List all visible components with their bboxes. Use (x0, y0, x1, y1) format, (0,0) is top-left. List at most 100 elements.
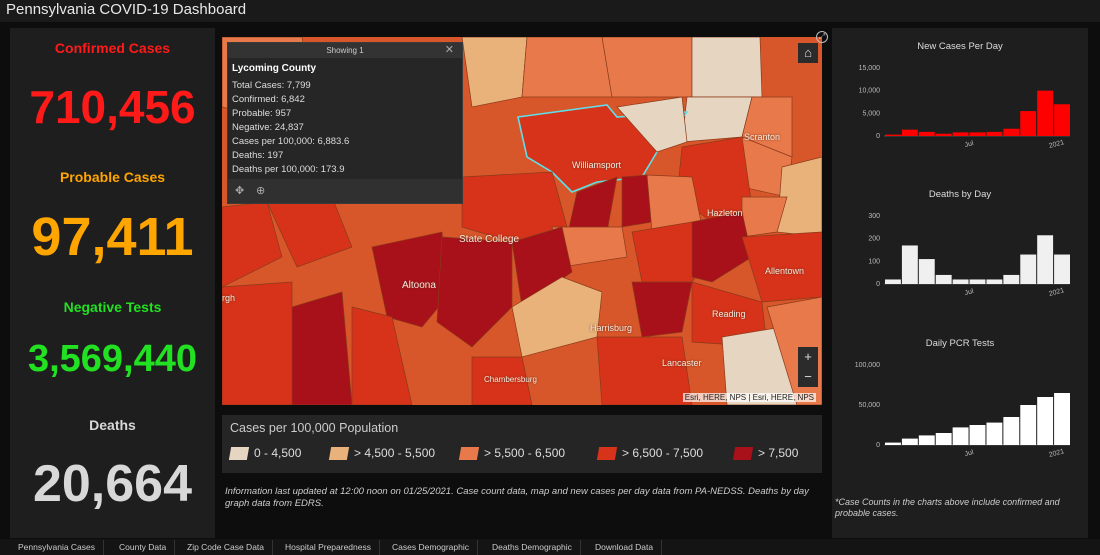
chart-bar[interactable] (1003, 417, 1020, 445)
chart-bar[interactable] (901, 245, 918, 284)
zoom-out-icon[interactable]: − (798, 367, 818, 387)
county-southeast-1 (721, 326, 798, 405)
chart-bar[interactable] (1054, 254, 1070, 284)
x-tick-label: 2021 (1048, 448, 1065, 459)
zoom-to-icon[interactable]: ⊕ (256, 185, 266, 197)
y-tick-label: 100 (868, 258, 880, 265)
probable-cases-value: 97,411 (31, 207, 194, 267)
legend-label: > 4,500 - 5,500 (354, 446, 436, 460)
county-north-3 (521, 37, 613, 98)
legend-item: > 7,500 (732, 446, 799, 461)
chart-bar[interactable] (918, 259, 935, 284)
legend-swatch (596, 447, 618, 461)
y-tick-label: 50,000 (859, 402, 881, 409)
popup-line: Cases per 100,000: 6,883.6 (232, 136, 350, 147)
map-label-altoona: Altoona (402, 280, 436, 291)
chart-bar[interactable] (901, 438, 918, 445)
deaths-chart[interactable]: 300 200 100 0 Jul 2021 (832, 208, 1088, 306)
confirmed-cases-value: 710,456 (29, 81, 196, 133)
new-cases-chart[interactable]: 15,000 10,000 5,000 0 Jul 2021 (832, 60, 1088, 158)
tab-pennsylvania-cases[interactable]: Pennsylvania Cases (10, 540, 105, 555)
tab-download-data[interactable]: Download Data (587, 540, 663, 555)
chart-bar[interactable] (885, 279, 901, 284)
legend-label: > 7,500 (758, 446, 799, 460)
county-east-5 (741, 231, 822, 303)
chart-bar[interactable] (1037, 90, 1054, 136)
x-tick-label: 2021 (1048, 139, 1065, 150)
chart-bar[interactable] (969, 425, 986, 445)
deaths-label: Deaths (89, 417, 136, 433)
popup-line: Deaths per 100,000: 173.9 (232, 164, 345, 175)
county-west-3 (286, 291, 353, 405)
chart-bar[interactable] (885, 134, 901, 136)
chart-footnote: *Case Counts in the charts above include… (835, 497, 1060, 518)
tab-county-data[interactable]: County Data (111, 540, 176, 555)
chart-bar[interactable] (935, 433, 952, 445)
pcr-tests-chart[interactable]: 100,000 50,000 0 Jul 2021 (832, 357, 1088, 467)
county-south-2 (471, 356, 533, 405)
map-label-pittsburgh: rgh (222, 293, 236, 303)
map-label-state-college: State College (459, 234, 520, 245)
home-icon[interactable]: ⌂ (798, 43, 818, 63)
popup-title: Lycoming County (232, 63, 317, 74)
county-ne-1 (681, 96, 753, 143)
chart-bar[interactable] (1037, 235, 1054, 284)
county-ne-4 (616, 96, 688, 153)
chart-bar[interactable] (918, 435, 935, 445)
chart-bar[interactable] (952, 279, 969, 284)
chart-bar[interactable] (1054, 104, 1070, 136)
chart-bar[interactable] (1003, 128, 1020, 136)
y-tick-label: 300 (868, 213, 880, 220)
pan-icon[interactable]: ✥ (235, 185, 245, 197)
tab-deaths-demographic[interactable]: Deaths Demographic (484, 540, 581, 555)
popup-line: Deaths: 197 (232, 150, 284, 161)
zoom-in-icon[interactable]: + (798, 347, 818, 367)
county-map[interactable]: Williamsport Scranton Hazleton State Col… (222, 37, 822, 405)
chart-bar[interactable] (1003, 274, 1020, 284)
county-mifflin (511, 226, 573, 308)
chart-bar[interactable] (1020, 254, 1037, 284)
close-icon[interactable]: ✕ (444, 44, 454, 56)
chart-bar[interactable] (986, 131, 1003, 136)
chart-bar[interactable] (901, 129, 918, 136)
tab-hospital-preparedness[interactable]: Hospital Preparedness (277, 540, 380, 555)
legend-swatch (328, 447, 350, 461)
legend-item: > 6,500 - 7,500 (596, 446, 703, 461)
y-tick-label: 0 (876, 281, 880, 288)
chart-bar[interactable] (918, 131, 935, 136)
county-north-5 (691, 37, 763, 98)
fullscreen-icon[interactable]: ⤢ (816, 31, 828, 43)
chart-bar[interactable] (969, 132, 986, 136)
chart-title: Daily PCR Tests (925, 338, 995, 349)
chart-bar[interactable] (952, 427, 969, 445)
negative-tests-label: Negative Tests (63, 299, 162, 315)
probable-cases-label: Probable Cases (59, 169, 166, 185)
popup-line: Total Cases: 7,799 (232, 80, 311, 91)
county-polygons[interactable] (222, 37, 822, 405)
x-tick-label: 2021 (1048, 287, 1065, 298)
legend-label: > 5,500 - 6,500 (484, 446, 566, 460)
chart-bar[interactable] (952, 132, 969, 136)
map-label-lancaster: Lancaster (662, 358, 702, 368)
map-label-allentown: Allentown (765, 266, 805, 276)
tab-cases-demographic[interactable]: Cases Demographic (384, 540, 479, 555)
chart-bar[interactable] (1037, 397, 1054, 445)
county-dauphin (511, 276, 603, 358)
y-tick-label: 0 (876, 133, 880, 140)
x-tick-label: Jul (964, 140, 975, 149)
chart-bar[interactable] (935, 274, 952, 284)
chart-bar[interactable] (1020, 111, 1037, 136)
chart-bar[interactable] (1020, 405, 1037, 445)
chart-bar[interactable] (1054, 393, 1070, 445)
map-label-hazleton: Hazleton (707, 208, 743, 218)
tab-zip-code-case-data[interactable]: Zip Code Case Data (179, 540, 274, 555)
chart-bar[interactable] (986, 422, 1003, 445)
chart-bar[interactable] (885, 442, 901, 445)
chart-bar[interactable] (986, 279, 1003, 284)
y-tick-label: 100,000 (855, 362, 880, 369)
chart-bar[interactable] (935, 133, 952, 136)
chart-bar[interactable] (969, 279, 986, 284)
legend-item: 0 - 4,500 (228, 446, 301, 461)
county-east-4 (691, 211, 753, 283)
map-label-reading: Reading (712, 309, 746, 319)
